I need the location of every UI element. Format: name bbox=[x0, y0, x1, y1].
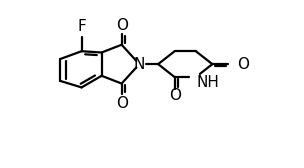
Text: O: O bbox=[116, 18, 128, 33]
Text: N: N bbox=[134, 57, 145, 72]
Text: O: O bbox=[169, 88, 181, 103]
Text: O: O bbox=[237, 57, 249, 72]
Text: NH: NH bbox=[196, 75, 219, 90]
Text: O: O bbox=[116, 96, 128, 111]
Text: F: F bbox=[77, 19, 86, 34]
